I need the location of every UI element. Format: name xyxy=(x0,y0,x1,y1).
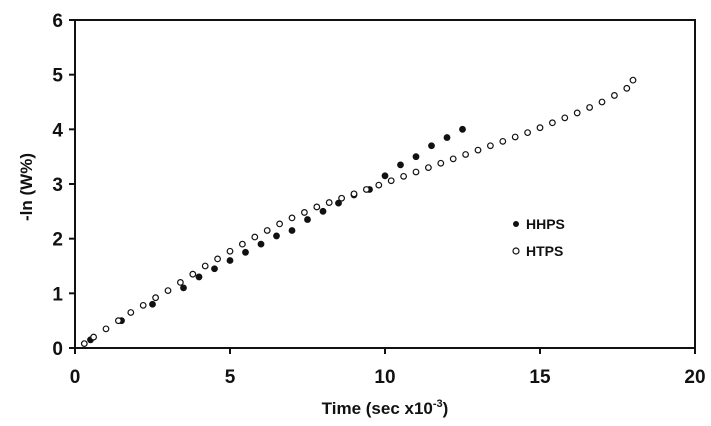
x-axis-label-close: ) xyxy=(443,399,449,418)
x-axis-label-exponent: -3 xyxy=(433,398,443,410)
htps-point xyxy=(375,181,383,189)
htps-point xyxy=(400,172,408,180)
htps-point xyxy=(301,209,308,216)
htps-point xyxy=(251,233,259,241)
hhps-point xyxy=(273,232,280,240)
plot-frame xyxy=(74,19,696,349)
y-axis-label: -ln (W%) xyxy=(17,153,36,221)
y-tick-label: 3 xyxy=(52,175,63,196)
hhps-point xyxy=(443,134,451,141)
htps-point xyxy=(80,340,88,348)
htps-point xyxy=(363,186,370,193)
legend-label-hhps: HHPS xyxy=(526,216,565,232)
htps-point xyxy=(350,190,358,198)
htps-point xyxy=(152,294,160,302)
htps-point xyxy=(549,119,556,127)
htps-point xyxy=(189,270,197,278)
htps-point xyxy=(238,240,246,248)
htps-point xyxy=(114,317,122,325)
htps-point xyxy=(338,194,346,202)
htps-point xyxy=(176,279,184,286)
htps-point xyxy=(561,114,569,122)
data-points xyxy=(80,76,637,348)
y-tick-label: 0 xyxy=(52,339,63,360)
y-tick-label: 6 xyxy=(52,11,63,32)
hhps-point xyxy=(412,153,420,161)
htps-point xyxy=(214,255,222,263)
x-tick-label: 0 xyxy=(70,367,81,388)
htps-point xyxy=(412,168,420,176)
htps-point xyxy=(449,155,457,163)
htps-point xyxy=(325,199,333,206)
hhps-point xyxy=(211,265,218,273)
hhps-point xyxy=(288,227,296,234)
htps-point xyxy=(102,325,110,333)
htps-point xyxy=(313,203,321,211)
htps-point xyxy=(524,129,531,137)
htps-point xyxy=(629,76,637,84)
hhps-point xyxy=(459,125,466,133)
hhps-point xyxy=(381,172,389,180)
hhps-point xyxy=(304,216,311,223)
htps-point xyxy=(288,214,296,222)
x-tick-label: 15 xyxy=(529,367,551,388)
x-axis-label: Time (sec x10-3) xyxy=(322,398,449,418)
hhps-point xyxy=(180,284,187,292)
htps-point xyxy=(425,164,432,172)
x-tick-label: 20 xyxy=(684,367,705,388)
hhps-point xyxy=(242,248,249,256)
y-tick-label: 5 xyxy=(52,66,63,87)
hhps-point xyxy=(335,199,342,207)
htps-point xyxy=(611,92,618,99)
legend: HHPS HTPS xyxy=(512,216,565,259)
legend-label-htps: HTPS xyxy=(526,243,563,259)
y-tick-label: 4 xyxy=(52,120,63,141)
x-tick-label: 5 xyxy=(225,367,236,388)
y-axis-ticks: 0 1 2 3 4 5 6 xyxy=(52,11,75,360)
htps-point xyxy=(586,104,593,111)
htps-point xyxy=(276,220,284,228)
hhps-point xyxy=(257,240,265,248)
hhps-point xyxy=(397,161,404,169)
x-axis-label-main: Time (sec x10 xyxy=(322,399,433,418)
hhps-point xyxy=(428,142,435,150)
htps-point xyxy=(201,262,209,270)
htps-point xyxy=(263,227,271,234)
htps-point xyxy=(487,142,494,150)
htps-point xyxy=(226,247,234,255)
x-tick-label: 10 xyxy=(374,367,395,388)
hhps-point xyxy=(149,300,156,308)
htps-point xyxy=(164,287,172,295)
htps-point xyxy=(598,98,606,106)
htps-point xyxy=(499,137,507,145)
x-axis-ticks: 0 5 10 15 20 xyxy=(70,348,706,388)
y-tick-label: 1 xyxy=(52,284,63,305)
htps-point xyxy=(437,159,445,167)
legend-marker-htps xyxy=(512,247,520,255)
htps-point xyxy=(474,146,482,154)
htps-point xyxy=(511,133,519,141)
legend-marker-hhps xyxy=(513,221,519,227)
y-tick-label: 2 xyxy=(52,230,63,251)
hhps-point xyxy=(195,273,203,281)
htps-point xyxy=(139,301,147,309)
htps-point xyxy=(573,109,581,117)
hhps-point xyxy=(226,257,234,264)
htps-point xyxy=(127,309,135,316)
htps-point xyxy=(623,84,631,92)
htps-point xyxy=(387,177,395,185)
htps-point xyxy=(536,124,544,132)
hhps-point xyxy=(319,207,327,215)
htps-point xyxy=(462,151,470,158)
htps-point xyxy=(90,333,97,341)
